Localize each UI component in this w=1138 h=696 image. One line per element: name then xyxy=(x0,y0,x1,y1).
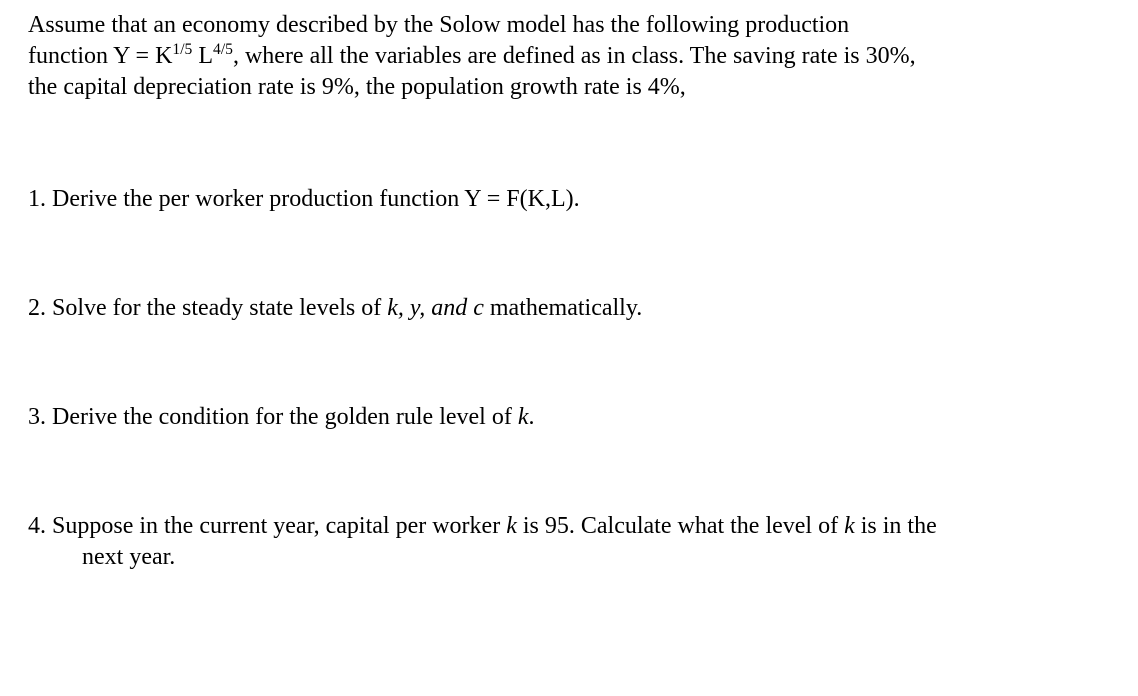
intro-line1: Assume that an economy described by the … xyxy=(28,12,849,38)
q4-ital1: k xyxy=(506,513,517,539)
q2-italic: k, y, and c xyxy=(387,295,484,321)
q2-tail: mathematically. xyxy=(484,295,642,321)
q3-tail: . xyxy=(529,404,535,430)
intro-line3: the capital depreciation rate is 9%, the… xyxy=(28,74,686,100)
q3-lead: 3. Derive the condition for the golden r… xyxy=(28,404,518,430)
q4-ital2: k xyxy=(844,513,855,539)
exponent-k: 1/5 xyxy=(172,41,192,58)
problem-intro: Assume that an economy described by the … xyxy=(28,10,1120,104)
q4-line1-mid: is 95. Calculate what the level of xyxy=(517,513,844,539)
question-4: 4. Suppose in the current year, capital … xyxy=(28,511,1120,573)
q3-italic: k xyxy=(518,404,529,430)
intro-line2-part3: , where all the variables are defined as… xyxy=(233,43,916,69)
intro-line2-part1: function Y = K xyxy=(28,43,172,69)
question-2: 2. Solve for the steady state levels of … xyxy=(28,293,1120,324)
q4-line1-tail: is in the xyxy=(855,513,937,539)
q2-lead: 2. Solve for the steady state levels of xyxy=(28,295,387,321)
question-1: 1. Derive the per worker production func… xyxy=(28,184,1120,215)
q4-line1-lead: 4. Suppose in the current year, capital … xyxy=(28,513,506,539)
intro-line2-part2: L xyxy=(192,43,213,69)
exponent-l: 4/5 xyxy=(213,41,233,58)
question-3: 3. Derive the condition for the golden r… xyxy=(28,402,1120,433)
q1-text: 1. Derive the per worker production func… xyxy=(28,186,580,212)
q4-line2: next year. xyxy=(28,542,175,573)
